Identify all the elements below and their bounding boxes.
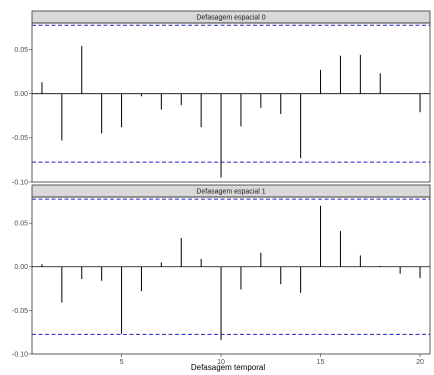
panel-frame (31, 196, 431, 355)
panel-title: Defasagem espacial 0 (196, 15, 265, 22)
facet-panels: Defasagem espacial 0-0.10-0.050.000.05De… (12, 10, 431, 358)
x-tick-label: 5 (120, 359, 124, 366)
y-tick-label: -0.05 (12, 308, 28, 315)
x-tick-label: 10 (217, 359, 225, 366)
panel-title: Defasagem espacial 1 (196, 189, 265, 196)
y-tick-label: 0.05 (14, 47, 28, 54)
panel-2: Defasagem espacial 1 -0.10 -0.05 0.00 0.05 (12, 184, 431, 358)
x-axis-title: Defasagem temporal (191, 363, 265, 372)
y-tick-label: -0.10 (12, 351, 28, 358)
panel-1: Defasagem espacial 0 -0.10 -0.05 0.00 0.05 (12, 10, 431, 186)
y-tick-label: -0.05 (12, 135, 28, 142)
y-tick-label: -0.10 (12, 179, 28, 186)
y-tick-label: 0.00 (14, 264, 28, 271)
x-axis: 5 10 15 20 (120, 354, 424, 366)
x-tick-label: 15 (317, 359, 325, 366)
panel-frame (31, 22, 431, 183)
y-tick-label: 0.05 (14, 221, 28, 228)
x-tick-label: 20 (416, 359, 424, 366)
y-tick-label: 0.00 (14, 91, 28, 98)
